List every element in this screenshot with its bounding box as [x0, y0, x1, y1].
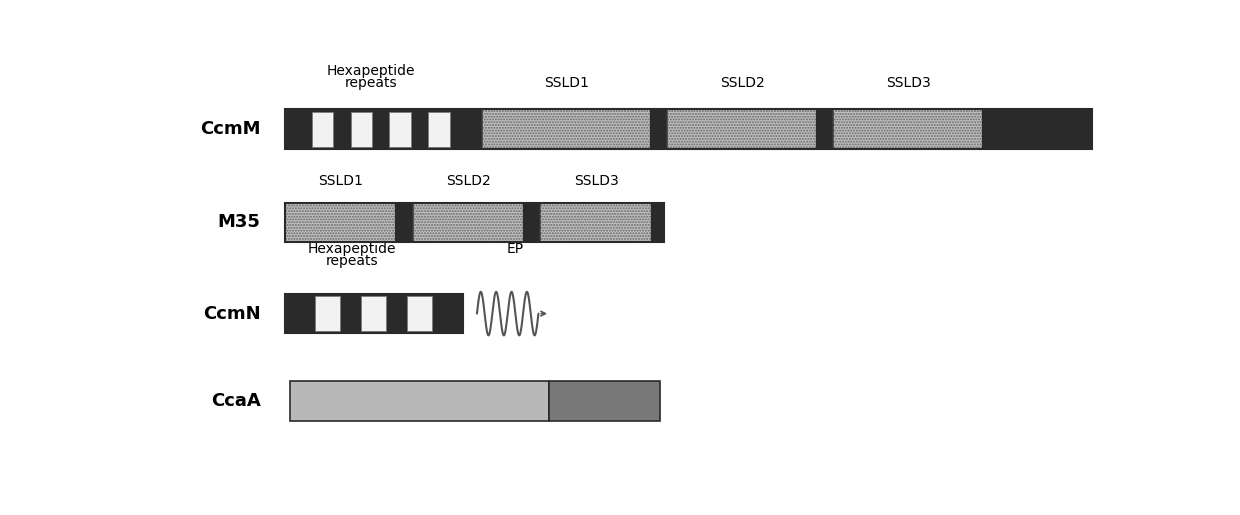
Text: repeats: repeats [326, 254, 378, 268]
Bar [285, 294, 463, 333]
Bar [481, 109, 650, 149]
Text: CcmM: CcmM [200, 120, 260, 138]
Bar [285, 202, 396, 242]
Bar [396, 202, 413, 242]
Bar [285, 202, 665, 242]
Text: SSLD1: SSLD1 [317, 174, 363, 188]
Text: Hexapeptide: Hexapeptide [308, 242, 397, 256]
Bar [549, 381, 660, 421]
Bar [315, 296, 341, 331]
Bar [407, 296, 433, 331]
Bar [833, 109, 982, 149]
Text: CcmN: CcmN [203, 304, 260, 322]
Bar [523, 202, 541, 242]
Bar [833, 109, 982, 149]
Text: SSLD3: SSLD3 [887, 76, 931, 90]
Bar [541, 202, 651, 242]
Bar [285, 109, 1092, 149]
Text: CcaA: CcaA [211, 392, 260, 410]
Bar [816, 109, 833, 149]
Bar [290, 381, 549, 421]
Text: M35: M35 [218, 213, 260, 231]
Text: Hexapeptide: Hexapeptide [327, 64, 415, 78]
Text: SSLD1: SSLD1 [544, 76, 589, 90]
Bar [285, 109, 1092, 149]
Bar [285, 294, 463, 333]
Text: SSLD2: SSLD2 [719, 76, 765, 90]
Bar [651, 202, 665, 242]
Bar [541, 202, 651, 242]
Bar [413, 202, 523, 242]
Bar [285, 202, 665, 242]
Bar [413, 202, 523, 242]
Bar [285, 109, 477, 149]
Bar [650, 109, 667, 149]
Bar [667, 109, 816, 149]
Bar [285, 294, 463, 333]
Text: SSLD3: SSLD3 [574, 174, 619, 188]
Bar [389, 112, 410, 147]
Bar [351, 112, 372, 147]
Bar [361, 296, 387, 331]
Bar [982, 109, 1092, 149]
Bar [667, 109, 816, 149]
Bar [428, 112, 450, 147]
Bar [285, 202, 396, 242]
Text: EP: EP [507, 242, 525, 256]
Bar [481, 109, 650, 149]
Bar [311, 112, 334, 147]
Text: repeats: repeats [345, 76, 398, 90]
Text: SSLD2: SSLD2 [446, 174, 491, 188]
